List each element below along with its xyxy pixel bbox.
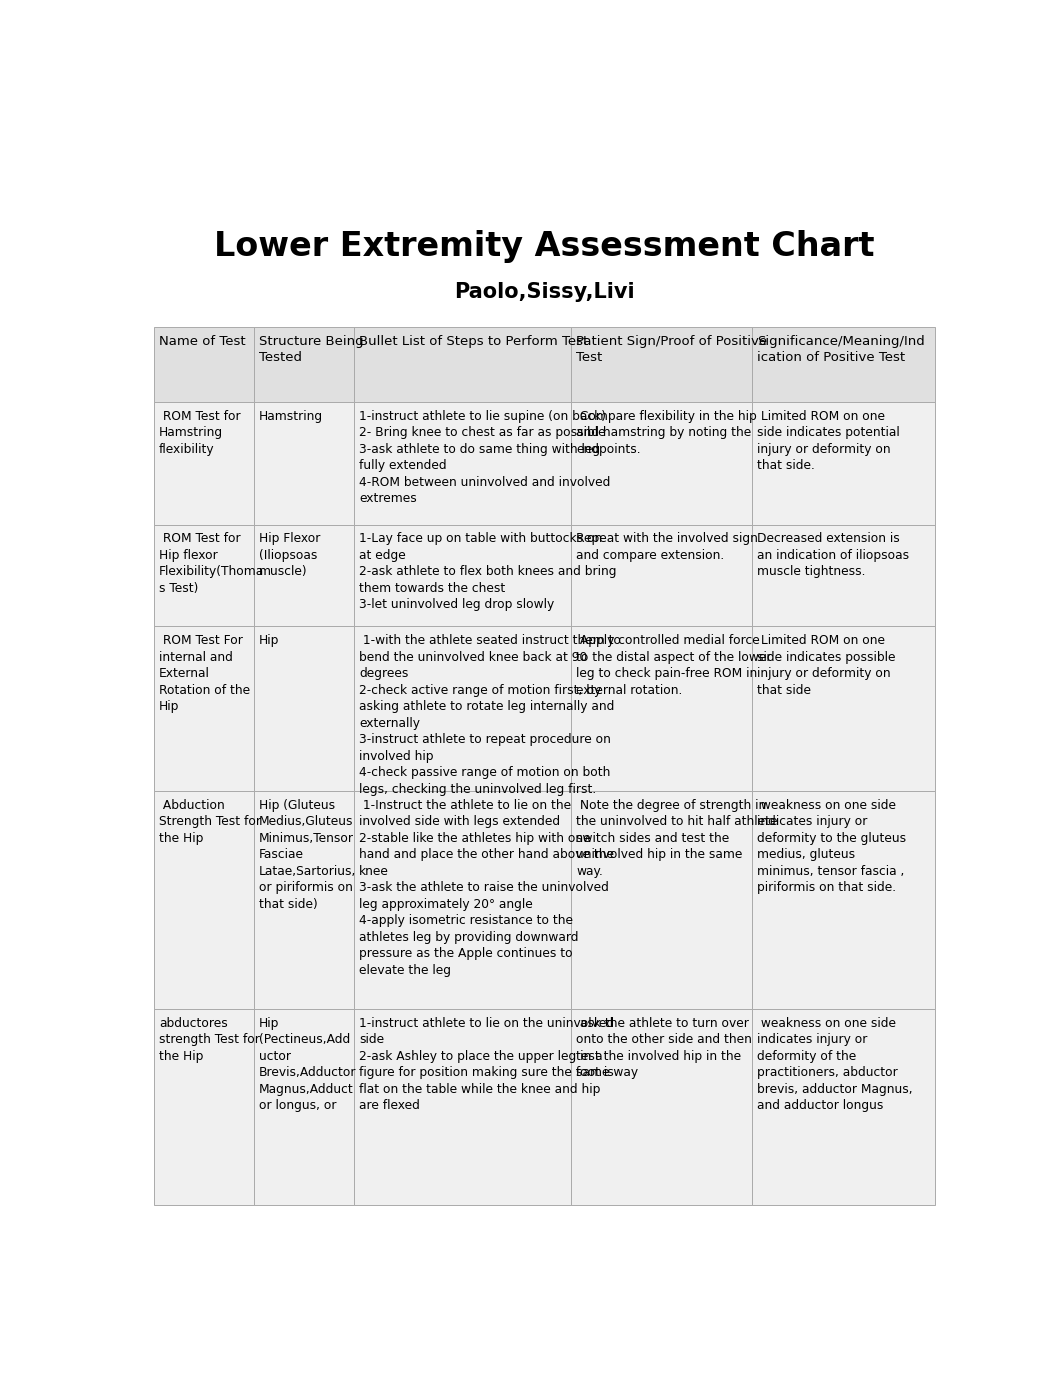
Bar: [254, 627, 354, 790]
Bar: [571, 326, 752, 402]
Text: Note the degree of strength in
the uninvolved to hit half athlete
switch sides a: Note the degree of strength in the uninv…: [577, 799, 777, 877]
Bar: [254, 402, 354, 525]
Bar: [752, 790, 935, 1009]
Bar: [571, 627, 752, 790]
Bar: [354, 525, 571, 627]
Text: abductores
strength Test for
the Hip: abductores strength Test for the Hip: [159, 1016, 260, 1063]
Text: 1-Lay face up on table with buttocks on
at edge
2-ask athlete to flex both knees: 1-Lay face up on table with buttocks on …: [359, 533, 617, 611]
Bar: [254, 525, 354, 627]
Bar: [254, 790, 354, 1009]
Text: Hamstring: Hamstring: [259, 409, 323, 423]
Bar: [571, 1009, 752, 1205]
Text: Apply controlled medial force
to the distal aspect of the lower
leg to check pai: Apply controlled medial force to the dis…: [577, 635, 772, 697]
Text: 1-instruct athlete to lie supine (on back)
2- Bring knee to chest as far as poss: 1-instruct athlete to lie supine (on bac…: [359, 409, 611, 505]
Bar: [571, 790, 752, 1009]
Bar: [354, 1009, 571, 1205]
Text: 1-with the athlete seated instruct them to
bend the uninvolved knee back at 90
d: 1-with the athlete seated instruct them …: [359, 635, 621, 796]
Text: Bullet List of Steps to Perform Test: Bullet List of Steps to Perform Test: [359, 335, 588, 347]
Text: ROM Test For
internal and
External
Rotation of the
Hip: ROM Test For internal and External Rotat…: [159, 635, 251, 713]
Text: Name of Test: Name of Test: [159, 335, 245, 347]
Bar: [752, 627, 935, 790]
Text: Paolo,Sissy,Livi: Paolo,Sissy,Livi: [453, 282, 635, 303]
Bar: [752, 402, 935, 525]
Text: Limited ROM on one
side indicates possible
injury or deformity on
that side: Limited ROM on one side indicates possib…: [757, 635, 896, 697]
Bar: [154, 326, 254, 402]
Bar: [254, 1009, 354, 1205]
Text: Structure Being
Tested: Structure Being Tested: [259, 335, 363, 364]
Bar: [752, 525, 935, 627]
Text: ROM Test for
Hamstring
flexibility: ROM Test for Hamstring flexibility: [159, 409, 241, 456]
Text: weakness on one side
indicates injury or
deformity to the gluteus
medius, gluteu: weakness on one side indicates injury or…: [757, 799, 907, 894]
Text: ask the athlete to turn over
onto the other side and then
test the involved hip : ask the athlete to turn over onto the ot…: [577, 1016, 752, 1080]
Text: Lower Extremity Assessment Chart: Lower Extremity Assessment Chart: [215, 230, 874, 263]
Text: Limited ROM on one
side indicates potential
injury or deformity on
that side.: Limited ROM on one side indicates potent…: [757, 409, 901, 472]
Text: Hip (Gluteus
Medius,Gluteus
Minimus,Tensor
Fasciae
Latae,Sartorius,
or piriformi: Hip (Gluteus Medius,Gluteus Minimus,Tens…: [259, 799, 357, 910]
Text: Hip Flexor
(Iliopsoas
muscle): Hip Flexor (Iliopsoas muscle): [259, 533, 321, 578]
Text: Hip
(Pectineus,Add
uctor
Brevis,Adductor
Magnus,Adduct
or longus, or: Hip (Pectineus,Add uctor Brevis,Adductor…: [259, 1016, 357, 1113]
Bar: [154, 627, 254, 790]
Bar: [354, 326, 571, 402]
Bar: [154, 1009, 254, 1205]
Bar: [354, 402, 571, 525]
Bar: [254, 326, 354, 402]
Bar: [752, 1009, 935, 1205]
Text: 1-Instruct the athlete to lie on the
involved side with legs extended
2-stable l: 1-Instruct the athlete to lie on the inv…: [359, 799, 614, 976]
Text: Compare flexibility in the hip
and hamstring by noting the
endpoints.: Compare flexibility in the hip and hamst…: [577, 409, 757, 456]
Bar: [154, 402, 254, 525]
Bar: [571, 525, 752, 627]
Text: Decreased extension is
an indication of iliopsoas
muscle tightness.: Decreased extension is an indication of …: [757, 533, 910, 578]
Bar: [752, 326, 935, 402]
Text: Hip: Hip: [259, 635, 279, 647]
Text: 1-instruct athlete to lie on the uninvolved
side
2-ask Ashley to place the upper: 1-instruct athlete to lie on the uninvol…: [359, 1016, 614, 1113]
Bar: [354, 790, 571, 1009]
Text: Patient Sign/Proof of Positive
Test: Patient Sign/Proof of Positive Test: [577, 335, 768, 364]
Text: Repeat with the involved sign
and compare extension.: Repeat with the involved sign and compar…: [577, 533, 758, 562]
Text: ROM Test for
Hip flexor
Flexibility(Thoma
s Test): ROM Test for Hip flexor Flexibility(Thom…: [159, 533, 264, 595]
Text: weakness on one side
indicates injury or
deformity of the
practitioners, abducto: weakness on one side indicates injury or…: [757, 1016, 913, 1113]
Bar: [571, 402, 752, 525]
Bar: [154, 790, 254, 1009]
Text: Abduction
Strength Test for
the Hip: Abduction Strength Test for the Hip: [159, 799, 261, 844]
Text: Significance/Meaning/Ind
ication of Positive Test: Significance/Meaning/Ind ication of Posi…: [757, 335, 925, 364]
Bar: [154, 525, 254, 627]
Bar: [354, 627, 571, 790]
